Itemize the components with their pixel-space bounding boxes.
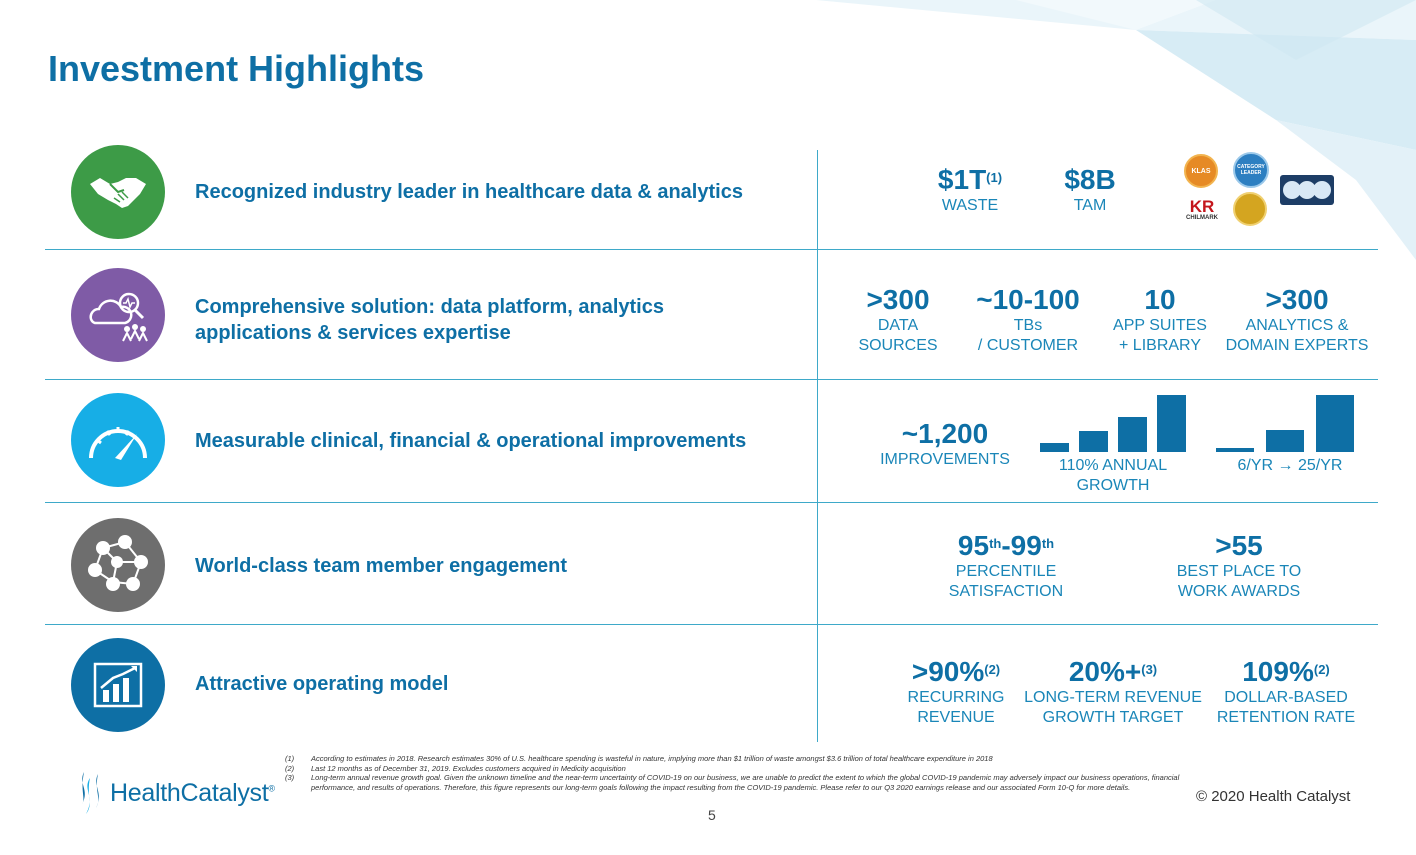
stat-value: $1T(1)	[937, 164, 1003, 195]
stat-tbs-per-customer: ~10-100 TBs / CUSTOMER	[968, 284, 1088, 356]
footnote-3: (3) Long-term annual revenue growth goal.…	[285, 773, 1180, 792]
row-divider	[45, 249, 1378, 250]
page-title: Investment Highlights	[48, 48, 425, 89]
footnote-2: (2) Last 12 months as of December 31, 201…	[285, 763, 626, 773]
stat-retention-rate: 109%(2) DOLLAR-BASED RETENTION RATE	[1212, 656, 1360, 728]
bar	[1079, 431, 1108, 452]
bar-chart-caption-annual-growth: 110% ANNUAL GROWTH	[1058, 457, 1168, 494]
cloud-analytics-icon	[71, 268, 165, 362]
bar	[1216, 448, 1254, 452]
bar	[1118, 417, 1147, 452]
flame-logo-icon	[82, 772, 99, 814]
stat-value: >300	[1265, 284, 1329, 315]
chilmark-research-logo: KR CHILMARK	[1186, 196, 1218, 221]
row-label-comprehensive-solution: Comprehensive solution: data platform, a…	[195, 296, 664, 344]
bar	[1316, 395, 1354, 452]
stat-caption: TAM	[1073, 197, 1107, 214]
row-label-team-engagement: World-class team member engagement	[195, 555, 567, 577]
stat-app-suites: 10 APP SUITES + LIBRARY	[1105, 284, 1215, 356]
stat-value: 20%+(3)	[1068, 656, 1158, 687]
copyright: © 2020 Health Catalyst	[1196, 788, 1351, 805]
row-label-measurable-improvements: Measurable clinical, financial & operati…	[195, 430, 747, 452]
stat-value: ~10-100	[976, 284, 1080, 315]
row-label-operating-model: Attractive operating model	[195, 673, 449, 695]
footnote-1: (1) According to estimates in 2018. Resea…	[285, 754, 993, 763]
row-divider	[45, 502, 1378, 503]
page-number: 5	[708, 807, 716, 823]
gold-award-icon	[1233, 192, 1267, 226]
bar	[1157, 395, 1186, 452]
stat-value: ~1,200	[901, 418, 989, 449]
row-divider	[45, 624, 1378, 625]
stat-improvements: ~1,200 IMPROVEMENTS	[872, 418, 1018, 470]
stat-value: 10	[1144, 284, 1176, 315]
health-catalyst-logo: HealthCatalyst®	[76, 770, 275, 816]
speedometer-icon	[71, 393, 165, 487]
stat-value: >90%(2)	[911, 656, 1001, 687]
stat-value: 109%(2)	[1242, 656, 1330, 687]
bar-chart-growth-icon	[71, 638, 165, 732]
row-label-industry-leader: Recognized industry leader in healthcare…	[195, 181, 743, 203]
team-network-icon	[71, 518, 165, 612]
stat-value: >300	[866, 284, 930, 315]
stat-value: >55	[1215, 530, 1263, 561]
best-in-klas-badge-icon	[1280, 175, 1334, 205]
footnotes: (1) According to estimates in 2018. Resea…	[285, 754, 1185, 792]
klas-award-icon: KLAS	[1184, 154, 1218, 188]
bar	[1266, 430, 1304, 452]
bar	[1040, 443, 1069, 452]
row-divider	[45, 379, 1378, 380]
stat-waste: $1T(1) WASTE	[920, 164, 1020, 216]
stat-tam: $8B TAM	[1045, 164, 1135, 216]
bar-chart-caption-per-year: 6/YR → 25/YR	[1237, 457, 1343, 474]
stat-caption: IMPROVEMENTS	[880, 451, 1010, 468]
stat-value: 95th-99th	[957, 530, 1055, 561]
stat-percentile-satisfaction: 95th-99th PERCENTILE SATISFACTION	[920, 530, 1092, 602]
stat-value: $8B	[1064, 164, 1116, 195]
handshake-icon	[71, 145, 165, 239]
column-divider	[817, 150, 818, 742]
stat-best-place-awards: >55 BEST PLACE TO WORK AWARDS	[1164, 530, 1314, 602]
category-leader-award-icon: CATEGORY LEADER	[1233, 152, 1269, 188]
stat-analytics-experts: >300 ANALYTICS & DOMAIN EXPERTS	[1222, 284, 1372, 356]
logo-text: HealthCatalyst®	[110, 778, 275, 807]
stat-revenue-growth-target: 20%+(3) LONG-TERM REVENUE GROWTH TARGET	[1020, 656, 1206, 728]
stat-recurring-revenue: >90%(2) RECURRING REVENUE	[896, 656, 1016, 728]
background-decoration	[816, 0, 1416, 260]
stat-data-sources: >300 DATA SOURCES	[848, 284, 948, 356]
stat-caption: WASTE	[941, 197, 999, 214]
